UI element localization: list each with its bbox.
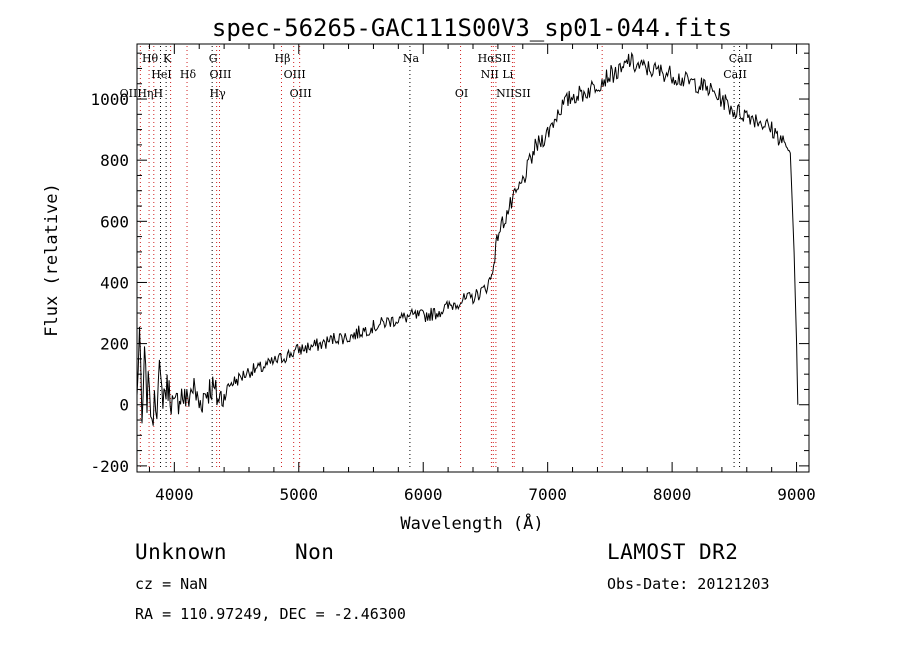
survey-name: LAMOST DR2 bbox=[607, 540, 739, 564]
line-label: OIII bbox=[284, 68, 306, 81]
x-tick-label: 5000 bbox=[280, 485, 319, 504]
x-tick-label: 6000 bbox=[404, 485, 443, 504]
y-tick-label: 600 bbox=[100, 212, 129, 231]
object-class: Unknown bbox=[135, 540, 228, 564]
line-label: OI bbox=[455, 87, 468, 100]
x-axis-label: Wavelength (Å) bbox=[400, 512, 543, 534]
object-subclass: Non bbox=[295, 540, 335, 564]
line-label: OIIHηH bbox=[120, 87, 163, 100]
line-label: G bbox=[209, 52, 218, 65]
coordinates: RA = 110.97249, DEC = -2.46300 bbox=[135, 605, 406, 623]
plot-frame bbox=[136, 43, 810, 473]
y-tick-label: 1000 bbox=[90, 90, 129, 109]
line-label: NII Li bbox=[481, 68, 514, 81]
x-tick-label: 7000 bbox=[528, 485, 567, 504]
line-label: CaII bbox=[729, 52, 753, 65]
x-tick-label: 4000 bbox=[155, 485, 194, 504]
y-axis-label: Flux (relative) bbox=[42, 183, 62, 337]
x-tick-label: 8000 bbox=[653, 485, 692, 504]
line-label: HeI bbox=[151, 68, 171, 81]
emission-line-markers bbox=[139, 46, 741, 470]
redshift-cz: cz = NaN bbox=[135, 575, 208, 593]
y-tick-label: 200 bbox=[100, 335, 129, 354]
line-label: Hγ bbox=[210, 87, 227, 100]
y-axis-ticks: -200 0 200 400 600 800 1000 bbox=[90, 52, 809, 476]
line-label: Hβ bbox=[275, 52, 291, 65]
y-tick-label: 400 bbox=[100, 273, 129, 292]
line-label: Hδ bbox=[180, 68, 197, 81]
spectrum-line bbox=[136, 51, 799, 426]
line-label: CaII bbox=[723, 68, 747, 81]
y-tick-label: 0 bbox=[119, 396, 129, 415]
line-label: OIII bbox=[209, 68, 231, 81]
line-label: HαSII bbox=[478, 52, 511, 65]
line-label: Hθ bbox=[142, 52, 159, 65]
line-label: OIII bbox=[290, 87, 312, 100]
line-label: NIISII bbox=[496, 87, 531, 100]
line-label: Na bbox=[403, 52, 420, 65]
chart-title: spec-56265-GAC111S00V3_sp01-044.fits bbox=[212, 14, 732, 42]
emission-line-labels: Hθ K G Hβ Na HαSII CaII HeI Hδ OIII OIII NII Li CaII… bbox=[120, 52, 753, 100]
x-axis-ticks: 4000 5000 6000 7000 8000 9000 bbox=[148, 44, 816, 504]
observation-date: Obs-Date: 20121203 bbox=[607, 575, 770, 593]
line-label: K bbox=[163, 52, 172, 65]
x-tick-label: 9000 bbox=[777, 485, 816, 504]
y-tick-label: 800 bbox=[100, 151, 129, 170]
y-tick-label: -200 bbox=[90, 457, 129, 476]
